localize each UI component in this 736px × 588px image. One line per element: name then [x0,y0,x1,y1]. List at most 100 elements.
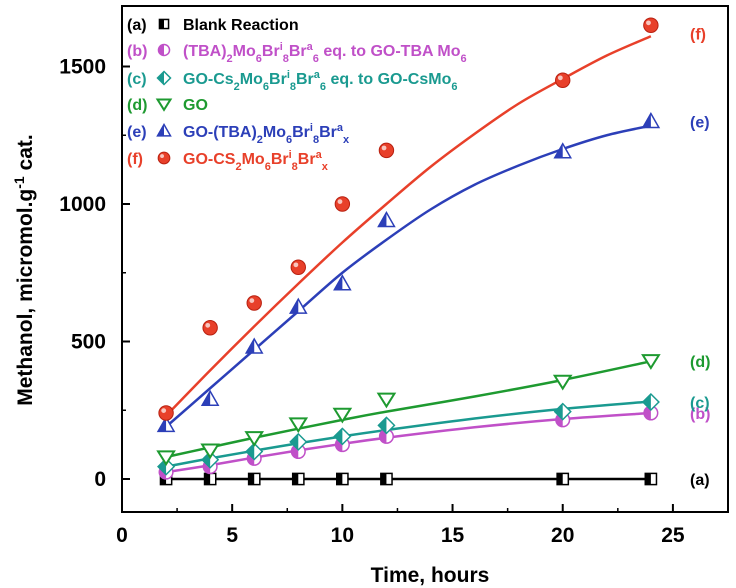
data-point-d [552,374,573,391]
legend-label: GO-Cs2Mo6Bri8Bra6 eq. to GO-CsMo6 [183,69,458,93]
legend-label: GO-CS2Mo6Bri8Brax [183,149,329,173]
marker [244,431,265,447]
data-point-e [200,389,220,406]
data-point-d [156,450,176,467]
legend-item-e: (e) GO-(TBA)2Mo6Bri8Brax [127,122,350,146]
marker [155,98,173,112]
data-point-f [246,295,262,311]
marker [332,407,353,424]
data-point-d [288,417,309,434]
marker-fill [157,71,164,85]
marker [157,151,171,165]
x-tick-label: 15 [441,524,465,547]
x-tick-label: 20 [551,524,574,547]
marker-fill [158,417,167,432]
legend-item-d: (d) GO [127,97,208,114]
marker-fill [246,443,255,460]
data-point-a [247,472,261,486]
y-tick-label: 500 [71,331,106,354]
marker [200,443,220,460]
x-tick-label: 10 [331,524,354,547]
data-point-d [332,407,353,424]
marker [290,259,306,275]
x-axis-title: Time, hours [371,564,490,587]
data-point-b [378,428,394,444]
y-tick-label: 1000 [59,193,106,216]
legend-item-f: (f) GO-CS2Mo6Bri8Brax [127,149,329,173]
data-point-f [158,405,174,421]
data-point-a [291,472,305,486]
data-point-c [245,442,264,461]
y-tick-label: 1500 [59,56,106,79]
marker [158,405,174,421]
data-point-d [641,354,661,370]
fit-line-f [165,35,652,417]
data-point-a [336,472,349,486]
legend-tag: (f) [127,151,143,168]
data-point-e [288,297,308,314]
marker [334,196,351,212]
legend-item-c: (c) GO-Cs2Mo6Bri8Bra6 eq. to GO-CsMo6 [127,69,458,93]
legend-item-a: (a) Blank Reaction [127,17,299,34]
fit-line-d [165,360,652,459]
data-point-f [202,320,218,336]
marker-highlight [646,20,651,26]
x-tick-label: 5 [226,524,238,547]
marker-fill [557,473,563,485]
fit-line-c [165,400,651,468]
legend-item-b: (b) (TBA)2Mo6Bri8Bra6 eq. to GO-TBA Mo6 [127,41,467,65]
data-point-f [334,196,351,212]
legend-label: GO [183,97,208,114]
end-label-b: (b) [690,406,710,423]
legend-label: (TBA)2Mo6Bri8Bra6 eq. to GO-TBA Mo6 [183,41,467,65]
y-tick-label: 0 [94,468,106,491]
data-point-e [333,274,352,291]
legend-tag: (c) [127,71,147,88]
marker [555,72,571,88]
marker [288,417,309,434]
series-e-points [156,111,661,433]
data-point-e [244,337,264,354]
data-point-f [555,72,571,88]
end-label-a: (a) [690,472,710,489]
marker-highlight [160,154,164,158]
end-label-d: (d) [690,354,710,371]
data-point-d [200,443,220,460]
data-point-e [377,210,396,228]
data-point-c [289,432,308,451]
data-point-a [203,472,217,486]
marker-highlight [205,322,211,328]
marker-fill [290,433,299,450]
marker [641,354,661,370]
marker-fill [378,417,387,434]
data-point-d [244,431,265,447]
series-f-points [158,17,659,421]
data-point-c [377,416,396,435]
marker-fill [159,19,164,29]
end-label-f: (f) [690,26,706,43]
marker-highlight [557,75,563,81]
marker [643,17,659,33]
data-point-e [553,142,573,159]
marker-fill [644,406,651,420]
marker-fill [158,44,164,56]
legend-tag: (d) [127,97,147,114]
data-point-f [643,17,659,33]
series-d-points [156,354,661,467]
marker-highlight [161,408,167,413]
marker-fill [645,473,651,485]
marker-fill [334,428,343,445]
marker-highlight [381,145,387,151]
data-point-c [641,392,660,412]
y-axis-title: Methanol, micromol.g-1 cat. [11,134,37,406]
data-point-a [556,472,570,486]
marker [202,320,218,336]
marker-fill [292,473,299,485]
x-tick-label: 0 [116,524,128,547]
marker-fill [642,394,651,410]
data-point-f [378,142,395,159]
data-point-a [380,472,393,486]
plot-frame [121,5,729,513]
marker-fill [642,113,651,128]
